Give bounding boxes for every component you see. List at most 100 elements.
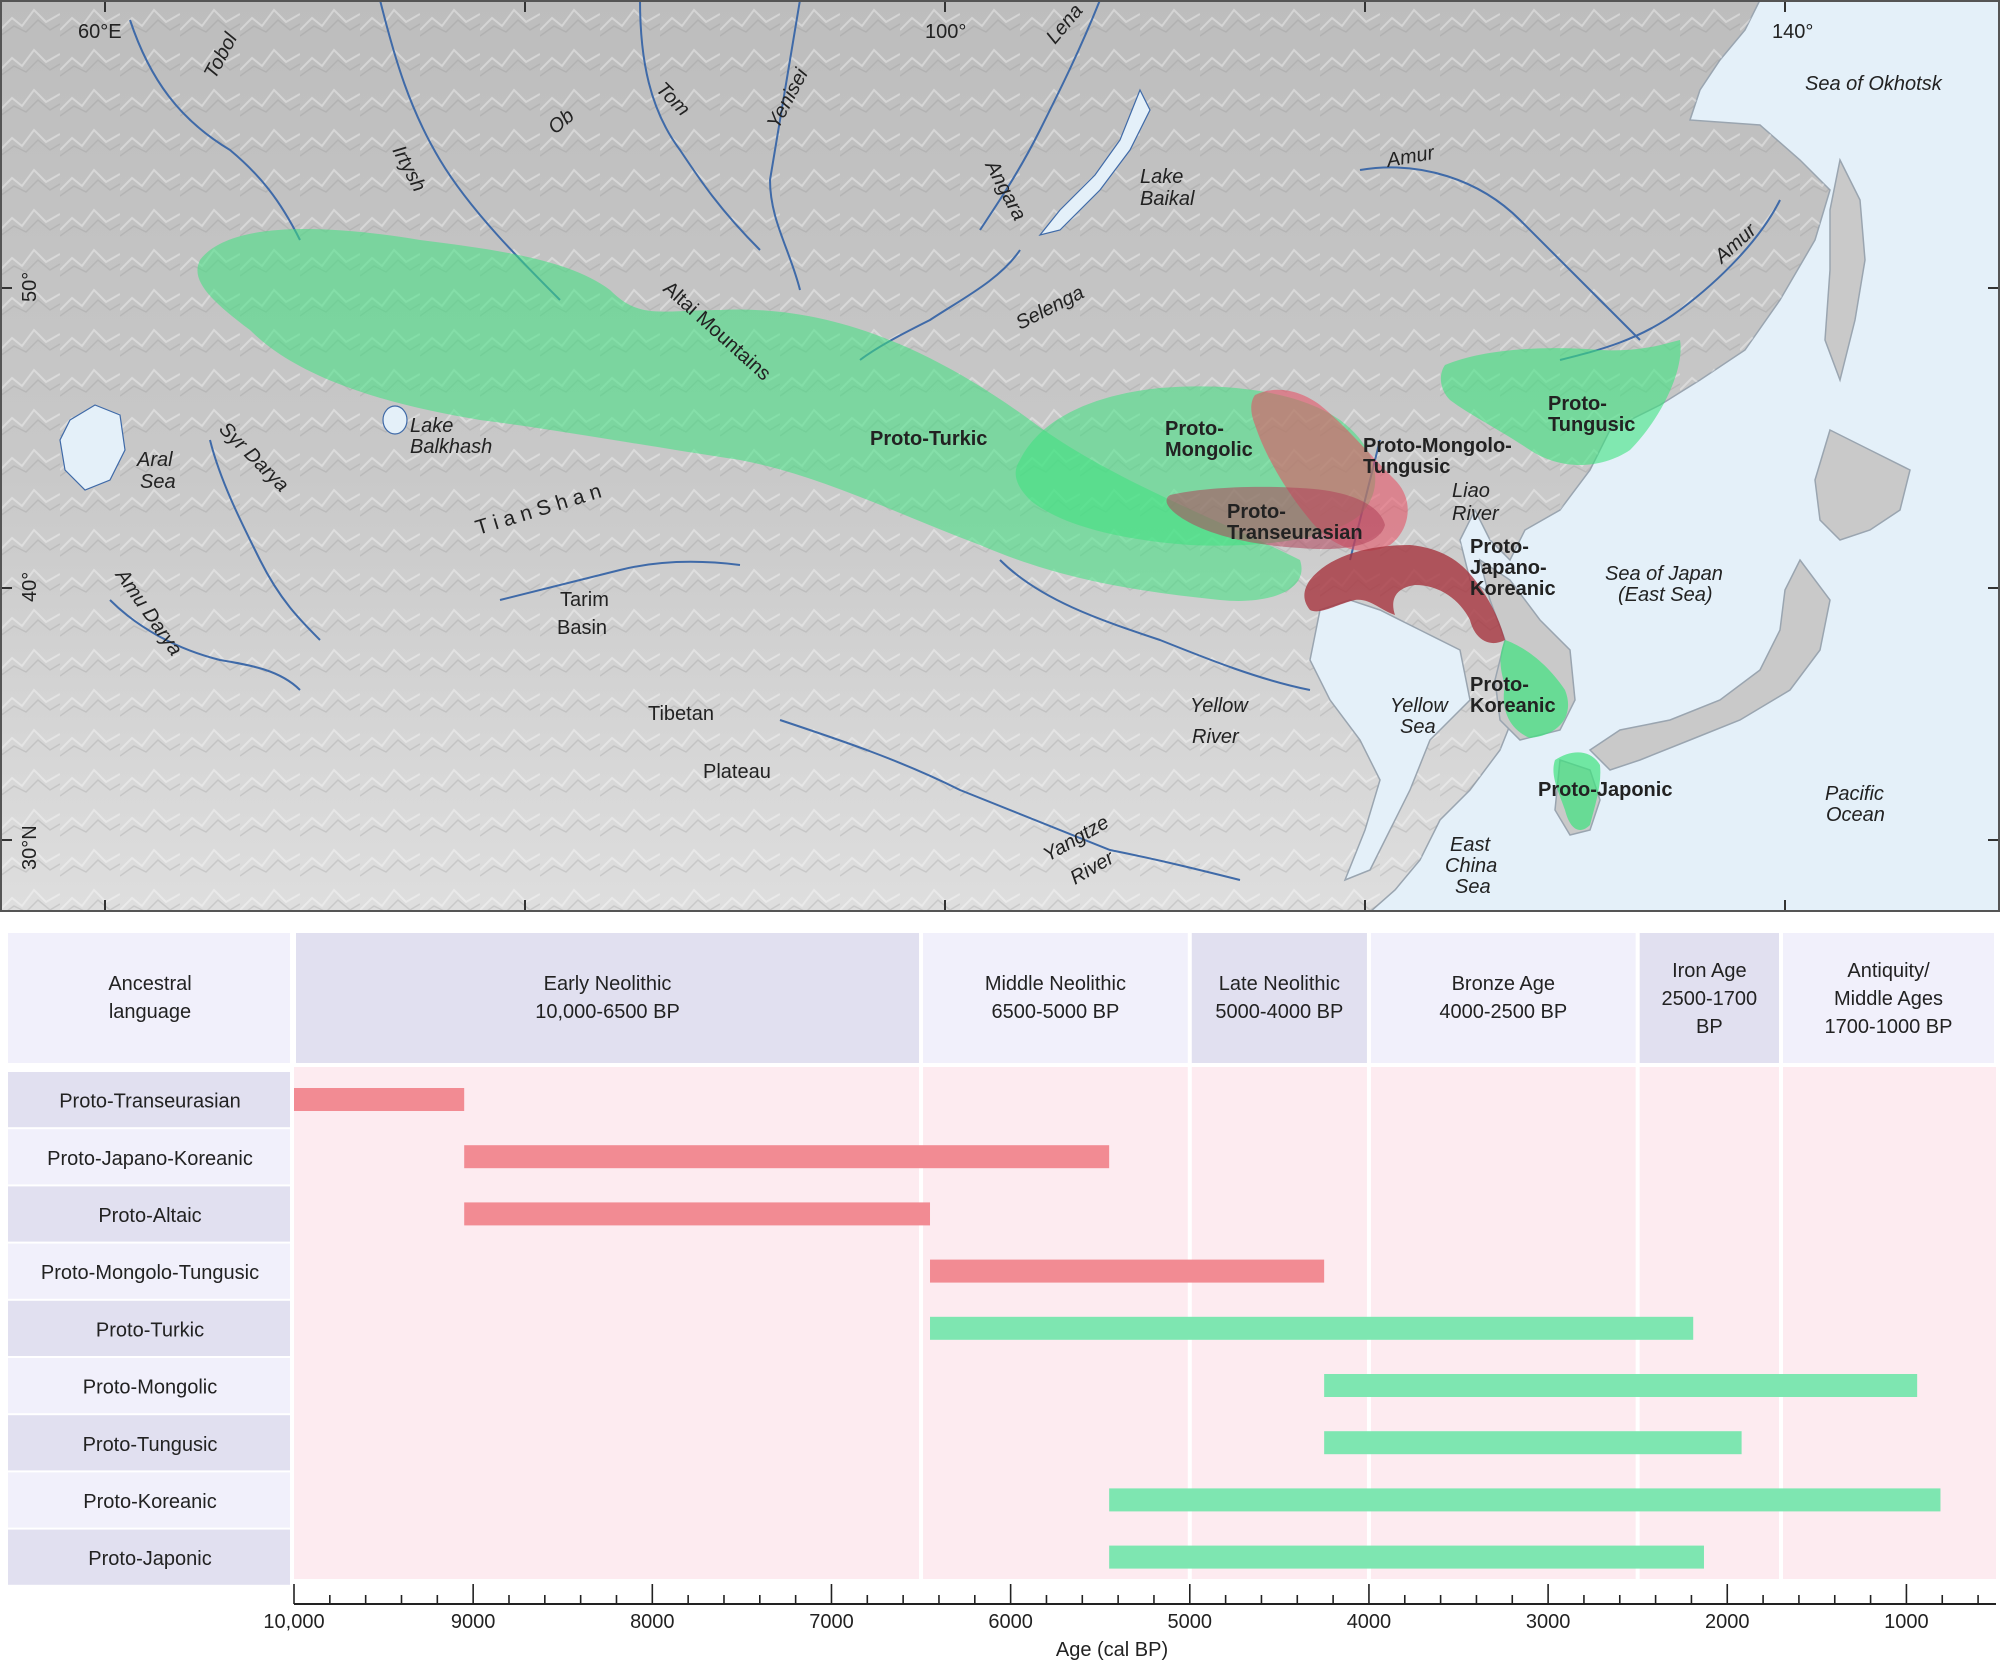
- range-bar: [930, 1316, 1694, 1340]
- area-proto-tungusic: [1440, 340, 1681, 465]
- range-bar: [1109, 1488, 1941, 1512]
- label-proto-mongolic-2: Mongolic: [1165, 439, 1253, 461]
- x-tick-label: 7000: [809, 1611, 854, 1633]
- label-yellow-sea-1: Yellow: [1390, 695, 1449, 717]
- area-proto-transeurasian: [1166, 486, 1385, 550]
- period-header-cell: [1639, 933, 1780, 1063]
- period-headers: Early Neolithic 10,000-6500 BP Middle Neol…: [296, 933, 1994, 1063]
- row-label: Proto-Mongolo-Tungusic: [41, 1262, 259, 1284]
- row-label: Proto-Koreanic: [83, 1491, 216, 1513]
- label-lat-50: 50°: [19, 272, 41, 302]
- label-proto-japano-koreanic-2: Japano-: [1470, 557, 1547, 579]
- label-proto-transeurasian-1: Proto-: [1227, 501, 1286, 523]
- range-bar: [1324, 1431, 1742, 1455]
- label-proto-mongolic-1: Proto-: [1165, 418, 1224, 440]
- period-header-text: Middle Ages: [1834, 988, 1943, 1010]
- label-okhotsk: Sea of Okhotsk: [1805, 73, 1943, 95]
- range-bar: [930, 1259, 1325, 1283]
- label-proto-mongolo-tungusic-2: Tungusic: [1363, 456, 1450, 478]
- range-bar: [1324, 1374, 1918, 1397]
- x-tick-label: 1000: [1884, 1611, 1929, 1633]
- bars: [294, 1088, 1941, 1569]
- period-header-text: 2500-1700: [1662, 988, 1758, 1010]
- label-proto-koreanic-1: Proto-: [1470, 674, 1529, 696]
- label-lon-100: 100°: [925, 21, 966, 43]
- period-header-cell: [1783, 933, 1994, 1063]
- label-tibet-1: Tibetan: [648, 703, 714, 725]
- period-header-cell: [1191, 933, 1367, 1063]
- row-label-cell: [8, 1472, 290, 1528]
- x-tick-label: 3000: [1526, 1611, 1571, 1633]
- label-ecs-2: China: [1445, 855, 1497, 877]
- x-axis: 10,000 9000 8000 7000 6000 5000 4000 3000 2000 10…: [263, 1584, 1996, 1633]
- label-proto-japano-koreanic-1: Proto-: [1470, 536, 1529, 558]
- label-proto-transeurasian-2: Transeurasian: [1227, 522, 1363, 544]
- lake-baikal: [1038, 88, 1151, 237]
- row-label-cell: [8, 1300, 290, 1356]
- label-lat-30: 30°N: [19, 825, 41, 870]
- label-proto-koreanic-2: Koreanic: [1470, 695, 1556, 717]
- map: 60°E 100° 140° 50° 40° 30°N Tobol Irtysh…: [0, 0, 2000, 912]
- label-yellow-river-2: River: [1192, 726, 1240, 748]
- yellow-sea-water: [1309, 599, 1471, 882]
- period-header-text: 6500-5000 BP: [991, 1001, 1119, 1023]
- x-tick-label: 4000: [1347, 1611, 1392, 1633]
- range-bar: [294, 1088, 465, 1111]
- sakhalin: [1824, 157, 1866, 383]
- period-header-text: Bronze Age: [1452, 973, 1555, 995]
- area-proto-turkic: [197, 228, 1302, 601]
- rivers: [109, 0, 1781, 881]
- label-balkhash-1: Lake: [410, 415, 453, 437]
- map-frame: [0, 0, 2000, 912]
- header-label-line-1: Ancestral: [108, 973, 191, 995]
- area-proto-japonic: [1553, 752, 1601, 830]
- period-header-cell: [1370, 933, 1636, 1063]
- range-bar: [464, 1202, 931, 1226]
- period-header-text: Middle Neolithic: [985, 973, 1126, 995]
- x-tick-label: 5000: [1168, 1611, 1213, 1633]
- timeline-chart: Ancestral language Early Neolithic 10,000…: [8, 933, 1996, 1661]
- row-label-cell: [8, 1358, 290, 1414]
- row-label-cell: [8, 1072, 290, 1128]
- row-label-cell: [8, 1186, 290, 1242]
- row-label: Proto-Mongolic: [83, 1377, 218, 1399]
- row-label-cell: [8, 1129, 290, 1185]
- period-header-text: 5000-4000 BP: [1215, 1001, 1343, 1023]
- period-header-text: BP: [1696, 1016, 1723, 1038]
- label-aral-2: Sea: [140, 471, 176, 493]
- x-axis-label: Age (cal BP): [1056, 1639, 1168, 1661]
- period-header-cell: [923, 933, 1188, 1063]
- row-label: Proto-Japonic: [88, 1548, 211, 1570]
- japan-hokkaido: [1814, 428, 1911, 541]
- period-header-text: 1700-1000 BP: [1825, 1016, 1953, 1038]
- period-header-text: Early Neolithic: [544, 973, 672, 995]
- label-aral-1: Aral: [136, 449, 173, 471]
- row-label: Proto-Turkic: [96, 1319, 204, 1341]
- period-header-text: Late Neolithic: [1219, 973, 1340, 995]
- label-sea-of-japan-1: Sea of Japan: [1605, 563, 1723, 585]
- label-pacific-2: Ocean: [1826, 804, 1885, 826]
- label-proto-mongolo-tungusic-1: Proto-Mongolo-: [1363, 435, 1512, 457]
- period-header-cell: [296, 933, 920, 1063]
- period-header-text: Antiquity/: [1847, 960, 1930, 982]
- header-label-cell: [8, 933, 290, 1063]
- row-label-cell: [8, 1243, 290, 1299]
- row-label: Proto-Altaic: [98, 1205, 201, 1227]
- label-ecs-1: East: [1450, 834, 1491, 856]
- x-tick-label: 10,000: [263, 1611, 324, 1633]
- row-labels: Proto-Transeurasian Proto-Japano-Koreanic…: [8, 1072, 290, 1585]
- range-bar: [464, 1145, 1110, 1169]
- period-header-text: 4000-2500 BP: [1439, 1001, 1567, 1023]
- range-bar: [1109, 1545, 1704, 1569]
- label-sea-of-japan-2: (East Sea): [1618, 584, 1712, 606]
- label-lon-60: 60°E: [78, 21, 122, 43]
- label-tarim-2: Basin: [557, 617, 607, 639]
- label-tarim-1: Tarim: [560, 589, 609, 611]
- label-baikal-1: Lake: [1140, 166, 1183, 188]
- row-label-cell: [8, 1415, 290, 1471]
- period-header-text: Iron Age: [1672, 960, 1747, 982]
- row-label: Proto-Transeurasian: [59, 1091, 241, 1113]
- x-tick-label: 2000: [1705, 1611, 1750, 1633]
- label-balkhash-2: Balkhash: [410, 436, 492, 458]
- area-proto-koreanic: [1500, 640, 1569, 738]
